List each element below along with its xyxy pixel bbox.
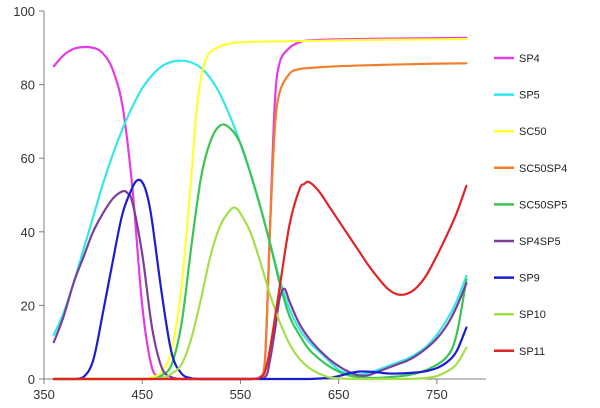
legend-label: SC50SP4 — [519, 163, 567, 175]
legend-label: SP11 — [519, 346, 545, 358]
y-tick-label: 80 — [21, 78, 35, 93]
series-line-sp4sp5 — [52, 189, 468, 381]
legend-label: SP10 — [519, 309, 546, 321]
series-line-sp5 — [52, 59, 468, 376]
legend-item: SP4SP5 — [494, 236, 561, 248]
legend-label: SP9 — [519, 273, 540, 285]
y-tick-label: 0 — [28, 372, 35, 387]
x-tick-label: 550 — [230, 387, 252, 402]
legend-label: SP5 — [519, 90, 540, 102]
x-tick-label: 350 — [33, 387, 55, 402]
series-lines — [52, 36, 468, 381]
y-tick-labels: 0 20 40 60 80 100 — [13, 4, 44, 387]
x-tick-label: 650 — [328, 387, 350, 402]
legend-label: SC50 — [519, 126, 547, 138]
y-tick-label: 100 — [13, 4, 35, 19]
legend-item: SC50 — [494, 126, 547, 138]
legend-item: SP5 — [494, 90, 540, 102]
legend-item: SP9 — [494, 273, 540, 285]
series-line-sc50sp4 — [52, 62, 468, 381]
legend-label: SP4SP5 — [519, 236, 561, 248]
x-tick-labels: 350 450 550 650 750 — [33, 379, 448, 402]
series-line-sp11 — [52, 180, 468, 381]
x-tick-label: 450 — [131, 387, 153, 402]
series-line-sc50sp5 — [52, 123, 468, 381]
legend-label: SC50SP5 — [519, 199, 567, 211]
legend: SP4SP5SC50SC50SP4SC50SP5SP4SP5SP9SP10SP1… — [494, 53, 567, 358]
legend-item: SC50SP4 — [494, 163, 567, 175]
x-tick-label: 750 — [426, 387, 448, 402]
legend-item: SP11 — [494, 346, 545, 358]
series-line-sp10 — [52, 206, 468, 381]
y-tick-label: 20 — [21, 298, 35, 313]
y-tick-label: 40 — [21, 225, 35, 240]
legend-item: SP4 — [494, 53, 540, 65]
y-tick-label: 60 — [21, 151, 35, 166]
legend-label: SP4 — [519, 53, 540, 65]
legend-item: SP10 — [494, 309, 546, 321]
series-line-sc50 — [52, 37, 468, 381]
legend-item: SC50SP5 — [494, 199, 567, 211]
